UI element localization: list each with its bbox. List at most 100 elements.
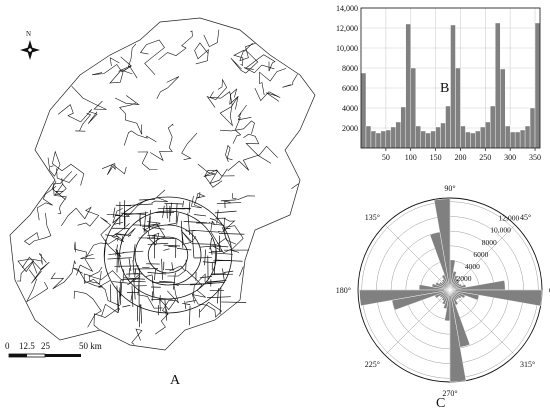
histogram-bar (495, 23, 500, 148)
road-segment (122, 305, 130, 307)
road-path (51, 261, 75, 289)
x-tick-label: 350 (529, 153, 541, 162)
road-segment (210, 218, 216, 220)
y-tick-label: 2000 (342, 124, 358, 133)
road-segment (185, 301, 186, 309)
x-tick-label: 250 (479, 153, 491, 162)
y-tick-label: 12,000 (336, 24, 358, 33)
ring-road (148, 237, 188, 273)
road-segment (163, 206, 165, 218)
angle-tick-label: 135° (365, 213, 380, 222)
histogram-bar (376, 133, 381, 148)
histogram-bar (530, 108, 535, 148)
histogram-bar (451, 25, 456, 148)
histogram-bar (515, 132, 520, 148)
road-path (195, 43, 209, 64)
y-tick-label: 8000 (342, 64, 358, 73)
road-path (53, 171, 71, 213)
radial-tick-label: 4000 (465, 262, 480, 271)
histogram-bar (505, 126, 510, 148)
road-path (143, 224, 165, 245)
road-segment (123, 251, 143, 252)
histogram-bar (361, 73, 366, 148)
scale-tick-0: 0 (5, 341, 10, 351)
x-tick-label: 50 (382, 153, 390, 162)
road-path (25, 213, 51, 245)
road-path (75, 113, 90, 131)
histogram-bar (431, 131, 436, 148)
x-tick-label: 300 (504, 153, 516, 162)
x-tick-label: 100 (405, 153, 417, 162)
road-path (27, 270, 48, 302)
road-path (239, 267, 243, 277)
road-path (157, 77, 179, 99)
road-path (204, 30, 219, 47)
radial-tick-label: 8000 (482, 238, 497, 247)
histogram-bar (381, 131, 386, 148)
road-path (61, 207, 98, 226)
road-path (234, 43, 255, 65)
road-path (232, 193, 255, 199)
road-segment (221, 302, 246, 303)
y-tick-label: 10,000 (336, 44, 358, 53)
road-segment (189, 306, 190, 325)
road-path (226, 146, 233, 162)
histogram-bar (411, 68, 416, 148)
road-segment (141, 304, 142, 323)
road-segment (177, 248, 191, 250)
road-path (92, 44, 136, 75)
road-segment (189, 201, 190, 212)
radial-tick-label: 10,000 (490, 226, 511, 235)
road-segment (135, 268, 136, 277)
histogram-bar (416, 126, 421, 148)
scale-tick-50km: 50 km (79, 341, 102, 351)
road-network-map-panel: N 0 12.5 25 50 km A (0, 0, 330, 411)
histogram-bar (470, 133, 475, 148)
ring-road (104, 197, 232, 313)
road-path (57, 168, 78, 182)
road-segment (210, 247, 212, 254)
histogram-bar (436, 127, 441, 148)
road-segment (162, 259, 163, 280)
road-path (110, 58, 119, 66)
road-segment (192, 244, 217, 245)
north-arrow-icon: N (20, 30, 40, 60)
road-segment (164, 203, 182, 204)
angle-tick-label: 90° (444, 184, 455, 193)
histogram-bar (386, 130, 391, 148)
road-segment (176, 203, 177, 222)
road-path (210, 92, 238, 126)
road-segment (139, 305, 140, 328)
road-path (255, 88, 280, 101)
road-segment (121, 279, 140, 280)
road-segment (146, 275, 152, 277)
histogram-bar (426, 133, 431, 148)
road-segment (148, 243, 168, 244)
angle-tick-label: 180° (336, 286, 351, 295)
road-segment (183, 201, 184, 207)
histogram-bar (421, 131, 426, 148)
angle-tick-label: 315° (520, 360, 535, 369)
road-path (74, 291, 101, 327)
scale-bar: 0 12.5 25 50 km (5, 341, 102, 357)
road-segment (186, 300, 196, 302)
road-path (231, 43, 258, 73)
road-segment (221, 200, 236, 201)
road-path (132, 329, 142, 345)
road-segment (177, 213, 179, 225)
road-segment (194, 215, 206, 216)
road-path (17, 262, 37, 282)
scale-tick-12-5: 12.5 (19, 341, 35, 351)
histogram-bar (480, 127, 485, 148)
road-path (102, 164, 126, 175)
histogram-bar (366, 126, 371, 148)
radial-tick-label: 6000 (473, 250, 488, 259)
road-segment (113, 208, 115, 218)
road-path (207, 80, 226, 108)
angle-tick-label: 225° (365, 360, 380, 369)
road-network-map: N 0 12.5 25 50 km A (0, 0, 330, 411)
road-segment (182, 303, 190, 304)
road-path (150, 124, 173, 160)
panel-c-letter: C (436, 396, 445, 411)
road-segment (164, 245, 180, 246)
